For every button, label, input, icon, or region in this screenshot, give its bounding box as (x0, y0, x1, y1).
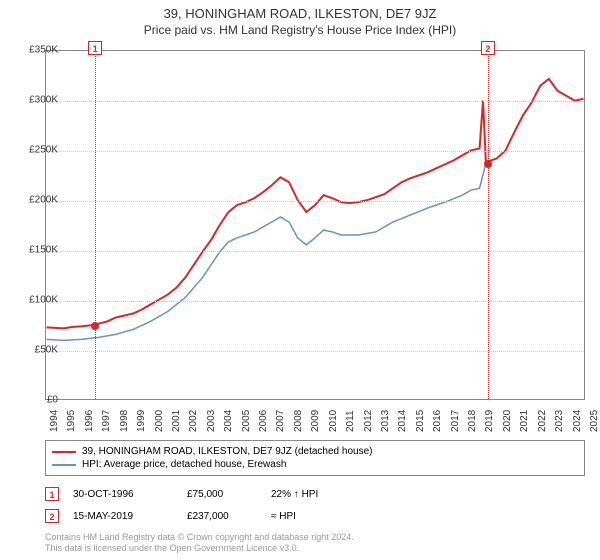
info-date: 15-MAY-2019 (73, 511, 173, 522)
y-axis-label: £350K (18, 45, 58, 56)
x-axis-label: 2022 (537, 410, 548, 432)
x-axis-label: 1997 (101, 410, 112, 432)
y-axis-label: £250K (18, 145, 58, 156)
y-axis-label: £300K (18, 95, 58, 106)
legend-swatch (52, 451, 76, 453)
legend-item: 39, HONINGHAM ROAD, ILKESTON, DE7 9JZ (d… (52, 445, 578, 458)
x-axis-label: 2009 (310, 410, 321, 432)
x-axis-label: 1994 (49, 410, 60, 432)
info-marker-box: 1 (45, 487, 59, 501)
info-row: 1 30-OCT-1996 £75,000 22% ↑ HPI (45, 483, 585, 505)
footer-attribution: Contains HM Land Registry data © Crown c… (45, 532, 354, 554)
footer-line-1: Contains HM Land Registry data © Crown c… (45, 532, 354, 543)
legend-label: HPI: Average price, detached house, Erew… (82, 459, 286, 470)
page-title: 39, HONINGHAM ROAD, ILKESTON, DE7 9JZ (0, 0, 600, 21)
y-axis-label: £200K (18, 195, 58, 206)
x-axis-label: 2010 (328, 410, 339, 432)
x-axis-label: 2013 (380, 410, 391, 432)
x-axis-label: 2025 (589, 410, 600, 432)
x-axis-label: 2019 (484, 410, 495, 432)
legend-swatch (52, 464, 76, 466)
x-axis-label: 2011 (345, 410, 356, 432)
x-axis-label: 2015 (415, 410, 426, 432)
info-price: £237,000 (187, 511, 257, 522)
x-axis-label: 2021 (519, 410, 530, 432)
x-axis-label: 2005 (241, 410, 252, 432)
chart-legend: 39, HONINGHAM ROAD, ILKESTON, DE7 9JZ (d… (45, 440, 585, 476)
x-axis-label: 2007 (275, 410, 286, 432)
grid-line (46, 251, 584, 252)
x-axis-label: 2016 (432, 410, 443, 432)
x-axis-label: 1995 (66, 410, 77, 432)
x-axis-label: 2023 (554, 410, 565, 432)
info-marker-box: 2 (45, 509, 59, 523)
grid-line (46, 101, 584, 102)
x-axis-label: 1996 (84, 410, 95, 432)
x-axis-label: 2004 (223, 410, 234, 432)
marker-box-1: 1 (88, 41, 102, 55)
x-axis-label: 2000 (154, 410, 165, 432)
marker-line-1 (95, 51, 96, 399)
info-price: £75,000 (187, 489, 257, 500)
legend-item: HPI: Average price, detached house, Erew… (52, 458, 578, 471)
x-axis-label: 2012 (363, 410, 374, 432)
x-axis-label: 2018 (467, 410, 478, 432)
x-axis-label: 2020 (502, 410, 513, 432)
x-axis-label: 2017 (450, 410, 461, 432)
x-axis-label: 1999 (136, 410, 147, 432)
y-axis-label: £100K (18, 295, 58, 306)
page-subtitle: Price paid vs. HM Land Registry's House … (0, 21, 600, 37)
grid-line (46, 351, 584, 352)
marker-line-2 (488, 51, 489, 399)
chart-plot-area: 12 (45, 50, 585, 400)
x-axis-label: 2003 (206, 410, 217, 432)
y-axis-label: £0 (18, 395, 58, 406)
y-axis-label: £50K (18, 345, 58, 356)
info-hpi-delta: ≈ HPI (271, 511, 361, 522)
y-axis-label: £150K (18, 245, 58, 256)
info-date: 30-OCT-1996 (73, 489, 173, 500)
x-axis-label: 2006 (258, 410, 269, 432)
x-axis-label: 1998 (119, 410, 130, 432)
transaction-table: 1 30-OCT-1996 £75,000 22% ↑ HPI 2 15-MAY-2019… (45, 483, 585, 527)
marker-box-2: 2 (481, 41, 495, 55)
marker-dot-1 (91, 322, 99, 330)
grid-line (46, 201, 584, 202)
marker-dot-2 (484, 160, 492, 168)
series-line-property (47, 79, 584, 329)
footer-line-2: This data is licensed under the Open Gov… (45, 543, 354, 554)
grid-line (46, 151, 584, 152)
chart-lines-svg (46, 51, 584, 399)
x-axis-label: 2008 (293, 410, 304, 432)
info-hpi-delta: 22% ↑ HPI (271, 489, 361, 500)
info-row: 2 15-MAY-2019 £237,000 ≈ HPI (45, 505, 585, 527)
x-axis-label: 2014 (397, 410, 408, 432)
x-axis-label: 2024 (572, 410, 583, 432)
legend-label: 39, HONINGHAM ROAD, ILKESTON, DE7 9JZ (d… (82, 446, 372, 457)
x-axis-label: 2001 (171, 410, 182, 432)
grid-line (46, 301, 584, 302)
x-axis-label: 2002 (188, 410, 199, 432)
